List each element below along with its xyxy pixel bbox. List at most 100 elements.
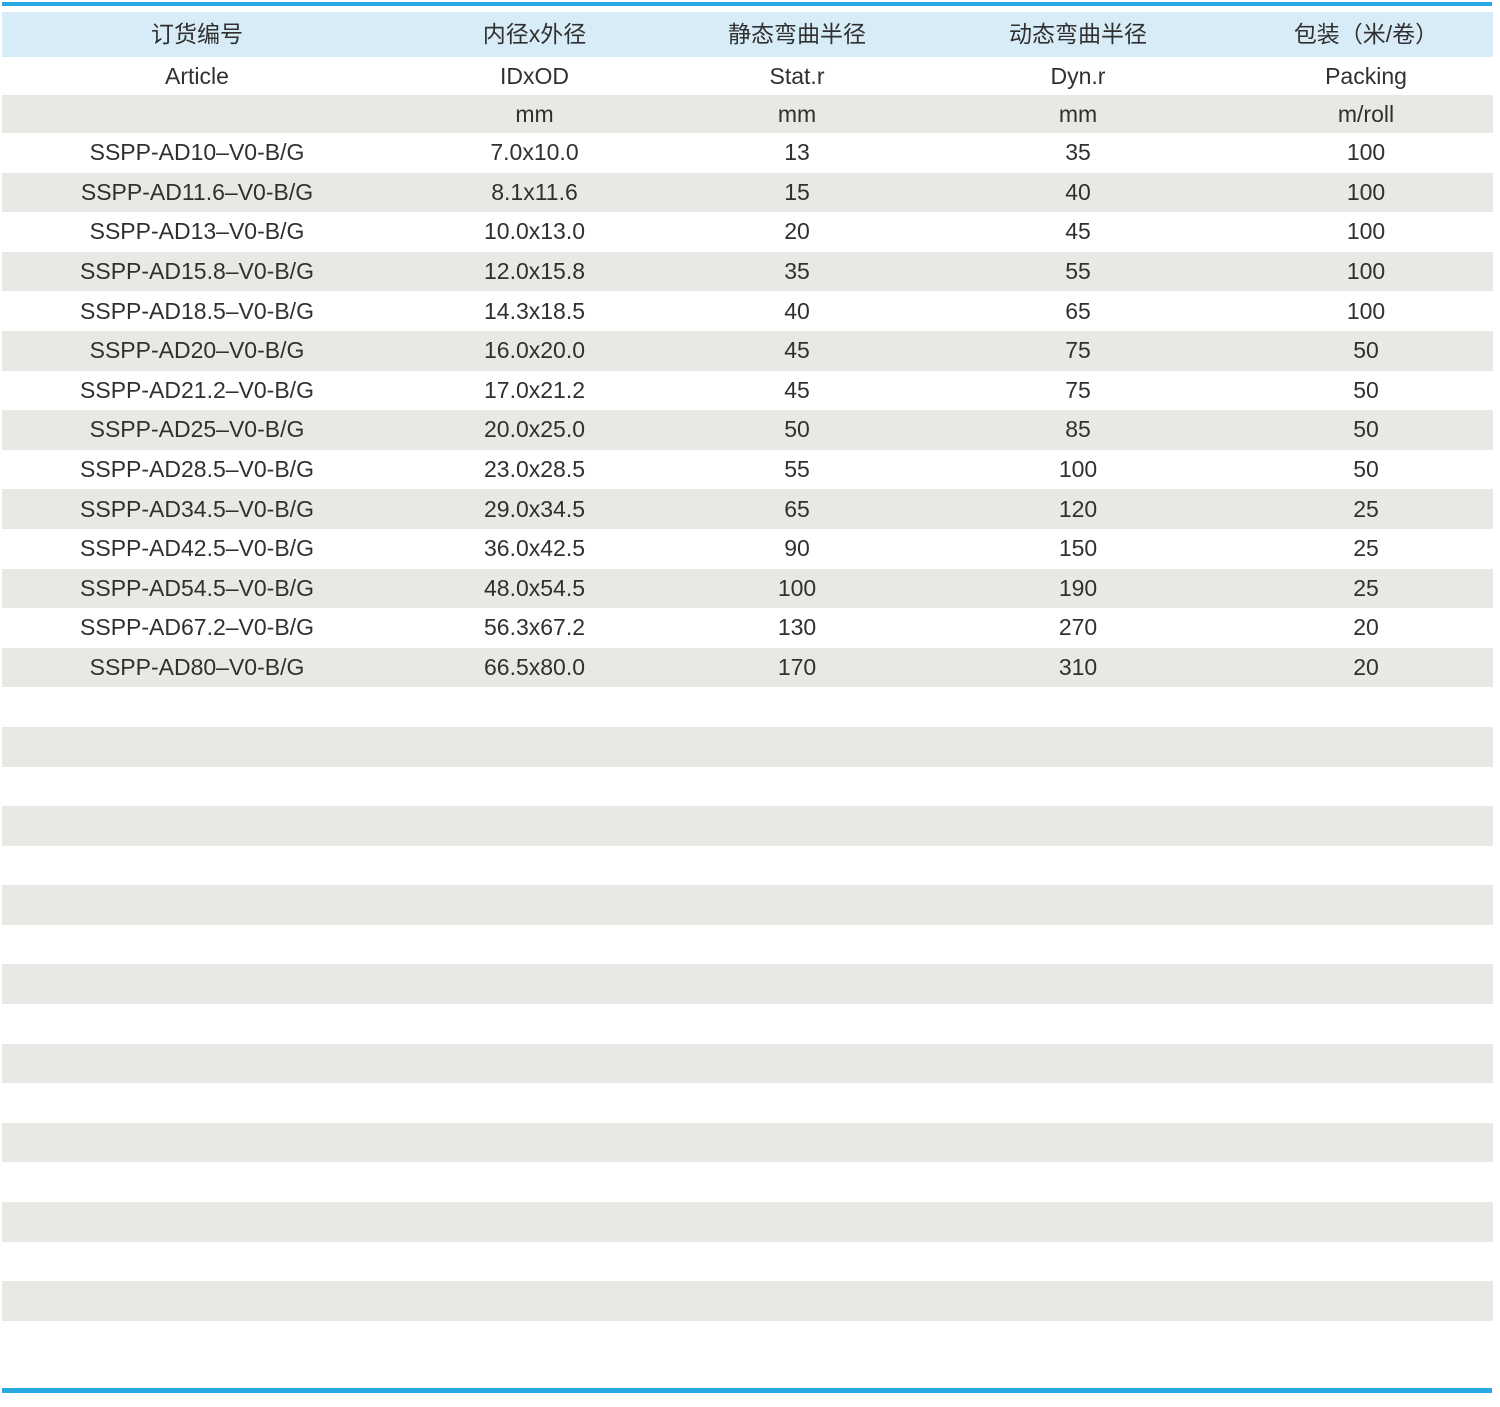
empty-stripe [2,1004,1493,1044]
cell-dynr: 150 [1058,535,1098,562]
column-header-dynr-en: Dyn.r [1050,62,1106,89]
cell-idod: 8.1x11.6 [491,178,578,205]
cell-article: SSPP-AD67.2–V0-B/G [80,614,314,641]
cell-idod: 66.5x80.0 [483,654,586,681]
table-header-row-units: mm mm mm m/roll [2,95,1493,133]
cell-dynr: 40 [1065,178,1091,205]
table-body: SSPP-AD10–V0-B/G 7.0x10.0 13 35 100 SSPP… [2,133,1493,688]
cell-dynr: 75 [1065,337,1091,364]
table-row: SSPP-AD15.8–V0-B/G 12.0x15.8 35 55 100 [2,251,1493,292]
cell-idod: 29.0x34.5 [483,495,586,522]
cell-idod: 10.0x13.0 [483,218,586,245]
cell-article: SSPP-AD20–V0-B/G [89,337,305,364]
cell-dynr: 270 [1058,614,1098,641]
cell-article: SSPP-AD34.5–V0-B/G [80,495,314,522]
table-row: SSPP-AD54.5–V0-B/G 48.0x54.5 100 190 25 [2,568,1493,609]
table-header-row-chinese: 订货编号 内径x外径 静态弯曲半径 动态弯曲半径 包装（米/卷） [2,12,1493,57]
table-row: SSPP-AD18.5–V0-B/G 14.3x18.5 40 65 100 [2,291,1493,331]
cell-article: SSPP-AD18.5–V0-B/G [80,297,314,324]
cell-idod: 23.0x28.5 [483,456,586,483]
cell-article: SSPP-AD25–V0-B/G [89,416,305,443]
column-header-dynr-zh: 动态弯曲半径 [1009,21,1147,47]
empty-stripe [2,1162,1493,1203]
cell-idod: 36.0x42.5 [483,535,586,562]
cell-statr: 90 [784,535,810,562]
empty-stripe [2,924,1493,965]
cell-statr: 40 [784,297,810,324]
column-header-packing-en: Packing [1325,62,1407,89]
cell-article: SSPP-AD42.5–V0-B/G [80,535,314,562]
cell-dynr: 35 [1065,139,1091,166]
empty-stripe [2,1281,1493,1321]
cell-packing: 25 [1353,574,1379,601]
cell-dynr: 65 [1065,297,1091,324]
cell-dynr: 55 [1065,258,1091,285]
cell-statr: 55 [784,456,810,483]
table-row: SSPP-AD28.5–V0-B/G 23.0x28.5 55 100 50 [2,449,1493,490]
table-header-row-english: Article IDxOD Stat.r Dyn.r Packing [2,57,1493,95]
column-header-article-en: Article [165,62,229,89]
cell-statr: 45 [784,376,810,403]
cell-idod: 48.0x54.5 [483,574,586,601]
empty-stripe [2,1122,1493,1163]
cell-statr: 45 [784,337,810,364]
cell-packing: 25 [1353,495,1379,522]
cell-statr: 50 [784,416,810,443]
cell-idod: 56.3x67.2 [483,614,586,641]
cell-idod: 12.0x15.8 [483,258,586,285]
column-header-idod-zh: 内径x外径 [482,21,587,47]
cell-dynr: 120 [1058,495,1098,522]
cell-dynr: 190 [1058,574,1098,601]
cell-packing: 50 [1353,337,1379,364]
table-row: SSPP-AD20–V0-B/G 16.0x20.0 45 75 50 [2,330,1493,371]
empty-stripe [2,726,1493,767]
table-row: SSPP-AD25–V0-B/G 20.0x25.0 50 85 50 [2,410,1493,450]
cell-statr: 170 [777,654,817,681]
table-row: SSPP-AD11.6–V0-B/G 8.1x11.6 15 40 100 [2,172,1493,213]
cell-idod: 20.0x25.0 [483,416,586,443]
empty-stripe [2,806,1493,846]
unit-packing: m/roll [1337,100,1395,127]
column-header-article-zh: 订货编号 [151,21,243,47]
column-header-statr-en: Stat.r [769,62,825,89]
cell-packing: 20 [1353,654,1379,681]
cell-packing: 50 [1353,416,1379,443]
cell-idod: 7.0x10.0 [490,139,579,166]
cell-dynr: 75 [1065,376,1091,403]
table-row: SSPP-AD67.2–V0-B/G 56.3x67.2 130 270 20 [2,608,1493,648]
cell-packing: 100 [1346,297,1386,324]
empty-stripe [2,1043,1493,1084]
cell-packing: 25 [1353,535,1379,562]
cell-statr: 20 [784,218,810,245]
table-row: SSPP-AD13–V0-B/G 10.0x13.0 20 45 100 [2,212,1493,252]
top-blue-rule [2,2,1492,6]
cell-idod: 16.0x20.0 [483,337,586,364]
table-row: SSPP-AD10–V0-B/G 7.0x10.0 13 35 100 [2,133,1493,173]
unit-dynr: mm [1058,100,1098,127]
cell-dynr: 310 [1058,654,1098,681]
cell-packing: 50 [1353,376,1379,403]
cell-article: SSPP-AD11.6–V0-B/G [80,178,314,205]
cell-article: SSPP-AD54.5–V0-B/G [80,574,314,601]
cell-dynr: 100 [1058,456,1098,483]
cell-idod: 17.0x21.2 [483,376,586,403]
cell-article: SSPP-AD13–V0-B/G [89,218,305,245]
unit-statr: mm [777,100,817,127]
column-header-packing-zh: 包装（米/卷） [1293,21,1439,47]
cell-article: SSPP-AD15.8–V0-B/G [80,258,314,285]
cell-packing: 50 [1353,456,1379,483]
unit-idod: mm [515,100,554,127]
cell-packing: 100 [1346,258,1386,285]
cell-dynr: 85 [1065,416,1091,443]
spec-table: 订货编号 内径x外径 静态弯曲半径 动态弯曲半径 包装（米/卷） Article… [2,12,1493,688]
empty-stripe [2,1202,1493,1242]
table-row: SSPP-AD42.5–V0-B/G 36.0x42.5 90 150 25 [2,528,1493,569]
empty-stripe [2,1083,1493,1123]
table-row: SSPP-AD21.2–V0-B/G 17.0x21.2 45 75 50 [2,370,1493,411]
cell-article: SSPP-AD10–V0-B/G [89,139,305,166]
cell-statr: 65 [784,495,810,522]
cell-idod: 14.3x18.5 [483,297,586,324]
cell-article: SSPP-AD21.2–V0-B/G [80,376,314,403]
empty-stripe [2,885,1493,925]
